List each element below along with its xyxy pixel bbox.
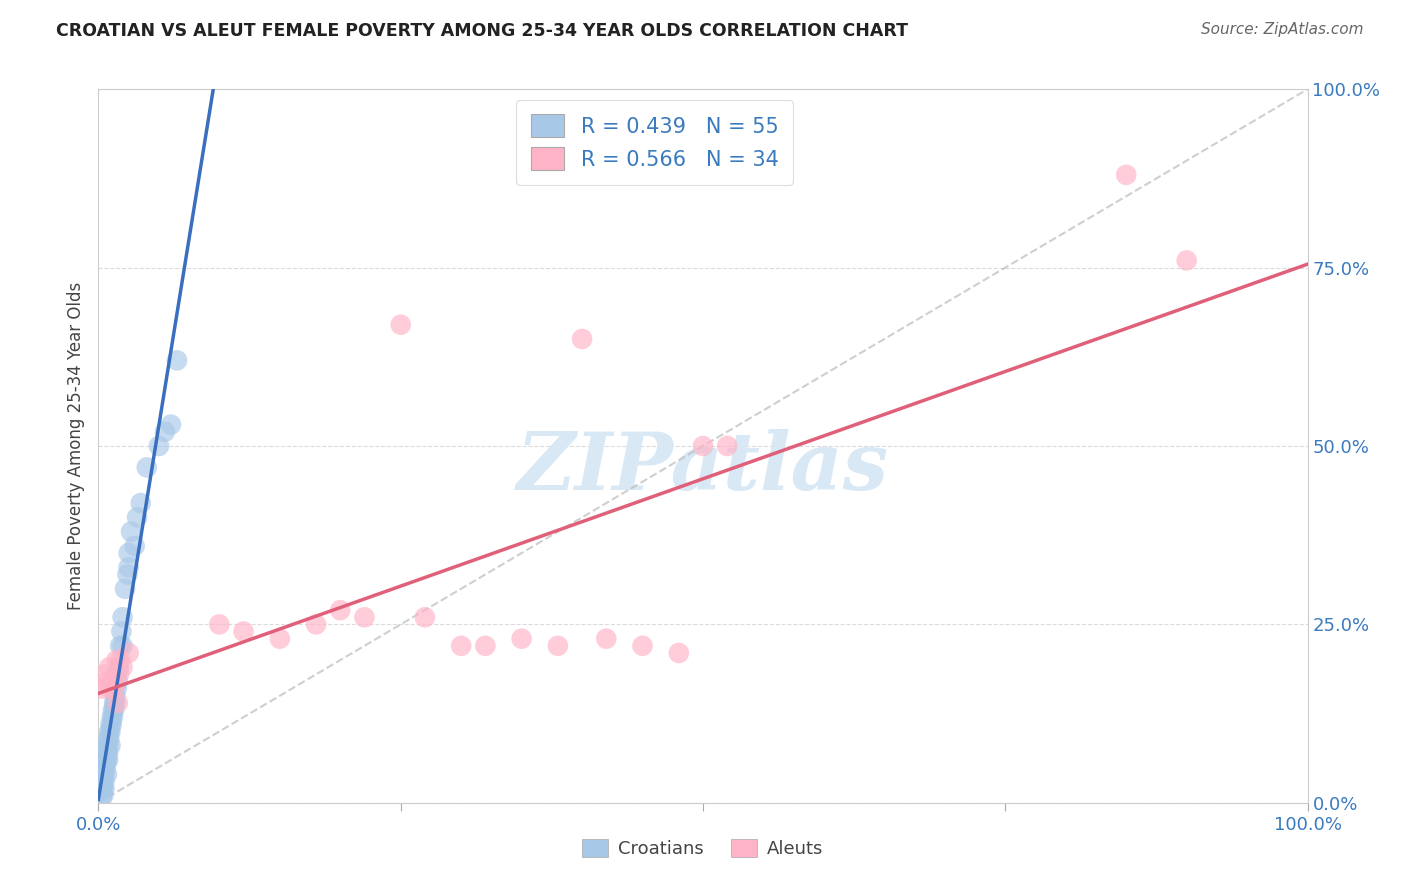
Point bbox=[118, 560, 141, 574]
Text: CROATIAN VS ALEUT FEMALE POVERTY AMONG 25-34 YEAR OLDS CORRELATION CHART: CROATIAN VS ALEUT FEMALE POVERTY AMONG 2… bbox=[56, 22, 908, 40]
Point bbox=[100, 717, 122, 731]
Point bbox=[94, 746, 117, 760]
Point bbox=[93, 767, 115, 781]
Point bbox=[93, 760, 115, 774]
Point bbox=[91, 767, 114, 781]
Point bbox=[108, 667, 131, 681]
Point bbox=[97, 731, 120, 746]
Point bbox=[305, 617, 328, 632]
Point bbox=[510, 632, 533, 646]
Point bbox=[117, 567, 139, 582]
Point bbox=[97, 739, 120, 753]
Point bbox=[166, 353, 188, 368]
Point bbox=[107, 674, 129, 689]
Text: ZIPatlas: ZIPatlas bbox=[517, 429, 889, 506]
Point bbox=[160, 417, 183, 432]
Point bbox=[104, 689, 127, 703]
Point bbox=[1175, 253, 1198, 268]
Point bbox=[232, 624, 254, 639]
Point bbox=[97, 746, 120, 760]
Point bbox=[96, 739, 118, 753]
Point bbox=[100, 710, 122, 724]
Point bbox=[104, 696, 127, 710]
Y-axis label: Female Poverty Among 25-34 Year Olds: Female Poverty Among 25-34 Year Olds bbox=[66, 282, 84, 610]
Point bbox=[111, 660, 134, 674]
Point bbox=[94, 760, 117, 774]
Point bbox=[692, 439, 714, 453]
Point bbox=[101, 674, 124, 689]
Point bbox=[91, 774, 114, 789]
Point bbox=[208, 617, 231, 632]
Text: Source: ZipAtlas.com: Source: ZipAtlas.com bbox=[1201, 22, 1364, 37]
Point bbox=[100, 739, 122, 753]
Point bbox=[91, 789, 114, 803]
Point bbox=[98, 731, 121, 746]
Point bbox=[101, 710, 124, 724]
Point bbox=[103, 703, 125, 717]
Point bbox=[148, 439, 170, 453]
Point bbox=[716, 439, 738, 453]
Point bbox=[103, 681, 125, 696]
Point bbox=[129, 496, 152, 510]
Point bbox=[101, 703, 124, 717]
Point bbox=[108, 639, 131, 653]
Point bbox=[120, 524, 142, 539]
Point bbox=[631, 639, 654, 653]
Point bbox=[110, 624, 132, 639]
Point bbox=[118, 646, 141, 660]
Point bbox=[153, 425, 176, 439]
Point bbox=[111, 639, 134, 653]
Point bbox=[474, 639, 496, 653]
Point bbox=[450, 639, 472, 653]
Point bbox=[668, 646, 690, 660]
Point bbox=[97, 753, 120, 767]
Point bbox=[100, 681, 122, 696]
Point bbox=[108, 660, 131, 674]
Point bbox=[91, 681, 114, 696]
Point bbox=[127, 510, 149, 524]
Point bbox=[94, 753, 117, 767]
Point bbox=[96, 767, 118, 781]
Point bbox=[104, 674, 127, 689]
Point bbox=[91, 781, 114, 796]
Point bbox=[93, 667, 115, 681]
Point bbox=[105, 681, 128, 696]
Point bbox=[98, 660, 121, 674]
Point bbox=[105, 667, 128, 681]
Point bbox=[353, 610, 375, 624]
Point bbox=[547, 639, 569, 653]
Point bbox=[96, 753, 118, 767]
Point bbox=[105, 653, 128, 667]
Point bbox=[90, 781, 112, 796]
Point bbox=[103, 696, 125, 710]
Point bbox=[93, 781, 115, 796]
Point bbox=[389, 318, 412, 332]
Point bbox=[91, 789, 114, 803]
Point bbox=[118, 546, 141, 560]
Point bbox=[111, 610, 134, 624]
Point bbox=[329, 603, 352, 617]
Point bbox=[413, 610, 436, 624]
Point bbox=[93, 774, 115, 789]
Legend: Croatians, Aleuts: Croatians, Aleuts bbox=[575, 831, 831, 865]
Point bbox=[571, 332, 593, 346]
Point bbox=[96, 674, 118, 689]
Point bbox=[124, 539, 146, 553]
Point bbox=[100, 724, 122, 739]
Point bbox=[108, 653, 131, 667]
Point bbox=[96, 746, 118, 760]
Point bbox=[595, 632, 617, 646]
Point bbox=[1115, 168, 1137, 182]
Point bbox=[114, 582, 136, 596]
Point bbox=[107, 696, 129, 710]
Point bbox=[269, 632, 291, 646]
Point bbox=[98, 724, 121, 739]
Point bbox=[135, 460, 157, 475]
Point bbox=[100, 717, 122, 731]
